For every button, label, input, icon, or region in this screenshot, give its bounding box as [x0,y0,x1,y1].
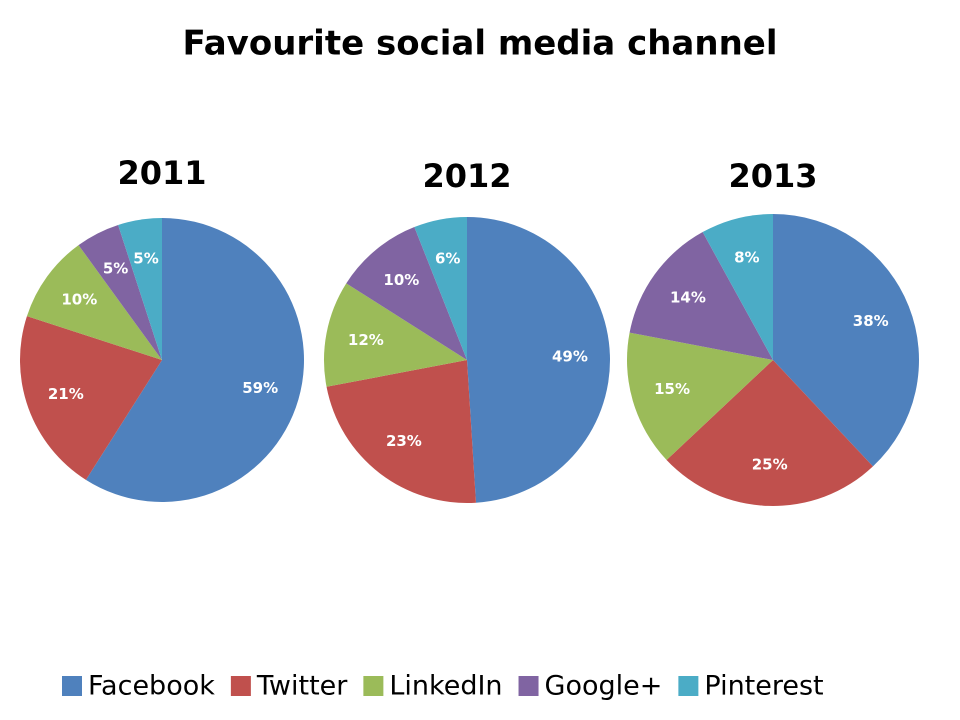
pie-slice [626,332,773,460]
data-label: 23% [386,432,422,450]
pie-title: 2012 [422,157,511,195]
data-label: 10% [61,290,97,308]
pie-slice [26,245,162,360]
pie-title: 2013 [728,157,817,195]
legend-label: LinkedIn [389,671,502,702]
data-label: 12% [348,331,384,349]
pie-slice [346,227,467,360]
legend-label: Facebook [88,671,215,702]
legend-swatch [518,676,539,696]
legend-label: Pinterest [704,671,823,702]
pie-slice [467,217,611,503]
data-label: 14% [670,289,706,307]
pie-slice [326,360,476,503]
pie-slice [118,218,162,360]
data-label: 5% [133,250,158,268]
legend-swatch [62,676,82,696]
legend-label: Google+ [545,671,663,702]
legend-swatch [678,676,699,696]
data-label: 25% [752,456,788,474]
pie-slice [78,224,162,360]
data-label: 6% [435,249,460,267]
pie-slice [414,217,467,360]
data-label: 10% [383,271,419,289]
data-label: 5% [103,259,128,277]
data-label: 15% [654,380,690,398]
legend-swatch [230,676,251,696]
chart-title: Favourite social media channel [183,24,778,64]
pie-title: 2011 [117,154,206,192]
legend-label: Twitter [256,671,348,702]
pie-slice [85,218,305,502]
pie-slice [773,214,920,467]
pie-slice [19,316,162,480]
pie-slice [324,283,467,387]
pie-slice [666,360,873,506]
data-label: 38% [853,312,889,330]
data-label: 49% [552,347,588,365]
data-label: 8% [734,249,759,267]
pie-slice [629,232,773,360]
data-label: 59% [242,379,278,397]
data-label: 21% [48,385,84,403]
pie-slice [702,214,773,360]
legend-swatch [363,676,384,696]
